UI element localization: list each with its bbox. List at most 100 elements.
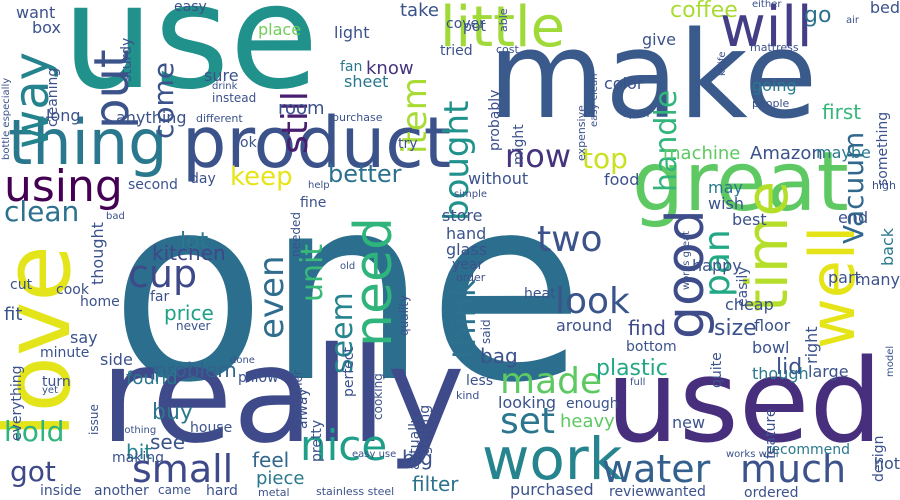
cloud-word: nothing bbox=[118, 425, 157, 436]
cloud-word: glass bbox=[446, 240, 488, 259]
cloud-word: fine bbox=[300, 195, 327, 211]
cloud-word: old bbox=[340, 261, 356, 272]
cloud-word: look bbox=[555, 281, 630, 322]
cloud-word: floor bbox=[754, 316, 791, 335]
cloud-word: fit bbox=[4, 304, 23, 325]
cloud-word: part bbox=[828, 268, 861, 287]
cloud-word: alway bbox=[295, 388, 311, 429]
cloud-word: price bbox=[164, 301, 214, 325]
cloud-word: set bbox=[500, 401, 556, 442]
cloud-word: perfect bbox=[341, 347, 357, 397]
cloud-word: keep bbox=[230, 162, 293, 192]
cloud-word: room bbox=[278, 98, 325, 119]
cloud-word: give bbox=[642, 30, 676, 49]
cloud-word: looking bbox=[498, 393, 557, 412]
cloud-word: lid bbox=[776, 355, 803, 380]
cloud-word: making bbox=[112, 450, 164, 466]
cloud-word: done bbox=[230, 355, 255, 366]
cloud-word: better bbox=[328, 160, 402, 188]
cloud-word: handle bbox=[649, 89, 684, 192]
cloud-word: different bbox=[196, 112, 243, 125]
cloud-word: minute bbox=[40, 345, 90, 361]
cloud-word: heavy bbox=[560, 411, 615, 432]
cloud-word: see bbox=[150, 430, 186, 454]
cloud-word: without bbox=[468, 169, 529, 188]
cloud-word: food bbox=[604, 170, 640, 189]
cloud-word: enough bbox=[566, 396, 619, 412]
cloud-word: cleaning bbox=[45, 67, 61, 127]
cloud-word: found bbox=[126, 368, 178, 389]
cloud-word: might bbox=[511, 124, 527, 165]
cloud-word: getting bbox=[417, 404, 433, 455]
cloud-word: maybe bbox=[816, 143, 871, 162]
cloud-word: people bbox=[752, 97, 790, 110]
cloud-word: knife bbox=[717, 51, 728, 76]
cloud-word: clean bbox=[4, 195, 80, 228]
cloud-word: second bbox=[128, 177, 178, 193]
cloud-word: review bbox=[609, 484, 656, 500]
cloud-word: store bbox=[442, 206, 483, 225]
cloud-word: works well bbox=[726, 449, 779, 460]
cloud-word: kind bbox=[456, 389, 480, 402]
cloud-word: even bbox=[252, 255, 292, 339]
cloud-word: bit bbox=[126, 440, 153, 464]
cloud-word: stainless steel bbox=[316, 485, 395, 498]
cloud-word: end bbox=[838, 208, 869, 227]
cloud-word: cut bbox=[10, 277, 33, 293]
cloud-word: instead bbox=[212, 91, 257, 105]
cloud-word: come bbox=[147, 61, 180, 139]
cloud-word: really bbox=[100, 319, 465, 473]
cloud-word: coffee bbox=[670, 0, 738, 23]
cloud-word: light bbox=[334, 23, 370, 42]
cloud-word: fan bbox=[340, 59, 363, 75]
cloud-word: order bbox=[456, 271, 486, 284]
cloud-word: cup bbox=[128, 252, 198, 296]
cloud-word: long bbox=[46, 106, 81, 125]
cloud-word: drink bbox=[212, 81, 238, 92]
cloud-word: first bbox=[822, 100, 862, 124]
cloud-word: yet bbox=[42, 385, 58, 396]
cloud-word: wanted bbox=[654, 484, 706, 500]
cloud-word: problem bbox=[154, 358, 237, 382]
cloud-word: came bbox=[158, 483, 192, 497]
cloud-word: purchased bbox=[510, 480, 594, 499]
cloud-word: recommend bbox=[766, 442, 850, 458]
cloud-word: happy bbox=[692, 256, 742, 275]
cloud-word: think bbox=[445, 278, 483, 359]
cloud-word: one bbox=[110, 142, 585, 439]
cloud-word: color bbox=[604, 74, 644, 93]
cloud-word: issue bbox=[87, 404, 101, 435]
cloud-word: sure bbox=[204, 66, 239, 85]
cloud-word: much bbox=[740, 447, 847, 491]
cloud-word: cost bbox=[496, 43, 519, 56]
cloud-word: heat bbox=[524, 286, 556, 302]
cloud-word: nice bbox=[300, 421, 388, 470]
cloud-word: go bbox=[804, 3, 832, 28]
cloud-word: home bbox=[80, 294, 120, 310]
cloud-word: day bbox=[190, 171, 216, 187]
cloud-word: everything bbox=[9, 365, 25, 441]
cloud-word: though bbox=[752, 364, 809, 383]
cloud-word: using bbox=[4, 161, 123, 212]
cloud-word: anything bbox=[116, 108, 187, 127]
cloud-word: will bbox=[720, 0, 813, 60]
cloud-word: high bbox=[872, 179, 896, 192]
cloud-word: easy use bbox=[352, 449, 397, 460]
cloud-word: around bbox=[556, 316, 613, 335]
cloud-word: big bbox=[402, 446, 433, 470]
cloud-word: used bbox=[606, 335, 883, 469]
cloud-word: made bbox=[500, 361, 603, 402]
cloud-word: best bbox=[732, 210, 767, 229]
cloud-word: filter bbox=[412, 472, 459, 496]
cloud-word: plastic bbox=[596, 356, 668, 381]
cloud-word: able bbox=[497, 8, 510, 32]
cloud-word: works great bbox=[681, 230, 692, 290]
cloud-word: buy bbox=[152, 400, 193, 425]
cloud-word: cook bbox=[56, 282, 89, 298]
cloud-word: two bbox=[537, 219, 603, 260]
cloud-word: cover bbox=[446, 16, 485, 32]
cloud-word: bed bbox=[869, 0, 900, 17]
cloud-word: place bbox=[258, 20, 302, 39]
cloud-word: easily bbox=[735, 266, 751, 307]
